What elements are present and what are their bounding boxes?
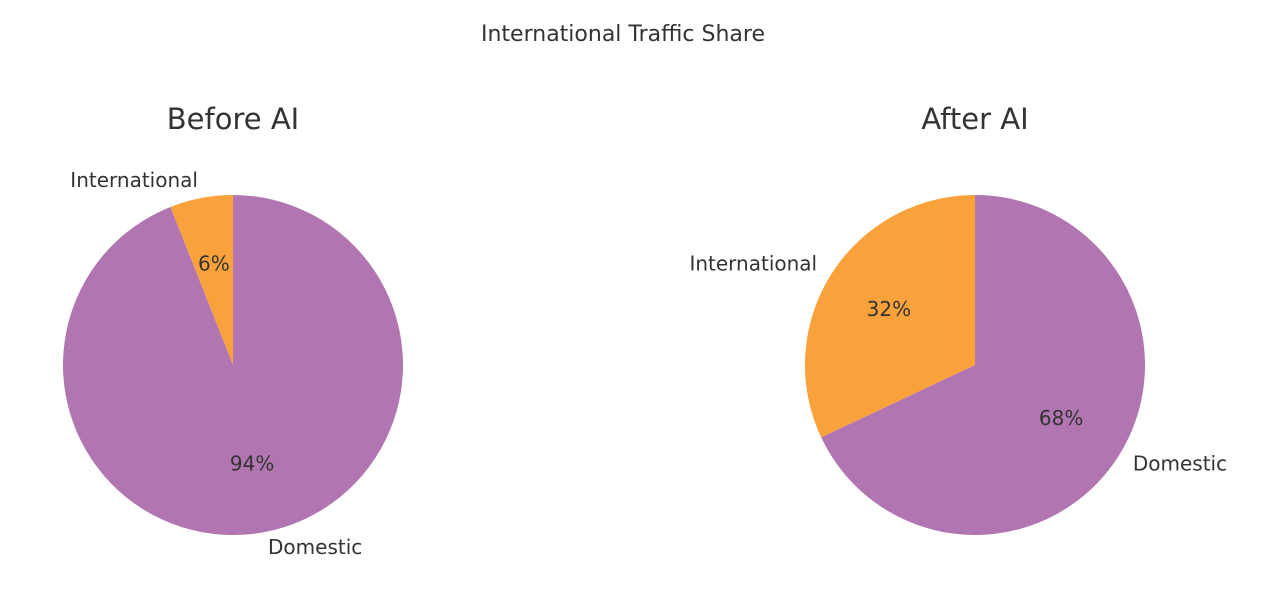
value-label: 94% <box>230 452 274 476</box>
chart-title: After AI <box>921 102 1028 136</box>
slice-label: Domestic <box>268 535 362 559</box>
slice-label: International <box>70 168 198 192</box>
slice-label: International <box>689 251 817 275</box>
value-label: 6% <box>198 251 230 275</box>
slice-label: Domestic <box>1133 452 1227 476</box>
value-label: 68% <box>1039 406 1083 430</box>
pie-slice <box>63 195 403 536</box>
pie-slice <box>170 195 233 365</box>
value-label: 32% <box>867 297 911 321</box>
pie-slice <box>804 195 975 438</box>
figure-title: International Traffic Share <box>481 22 765 47</box>
pie-slice <box>821 195 1145 535</box>
chart-title: Before AI <box>167 102 299 136</box>
